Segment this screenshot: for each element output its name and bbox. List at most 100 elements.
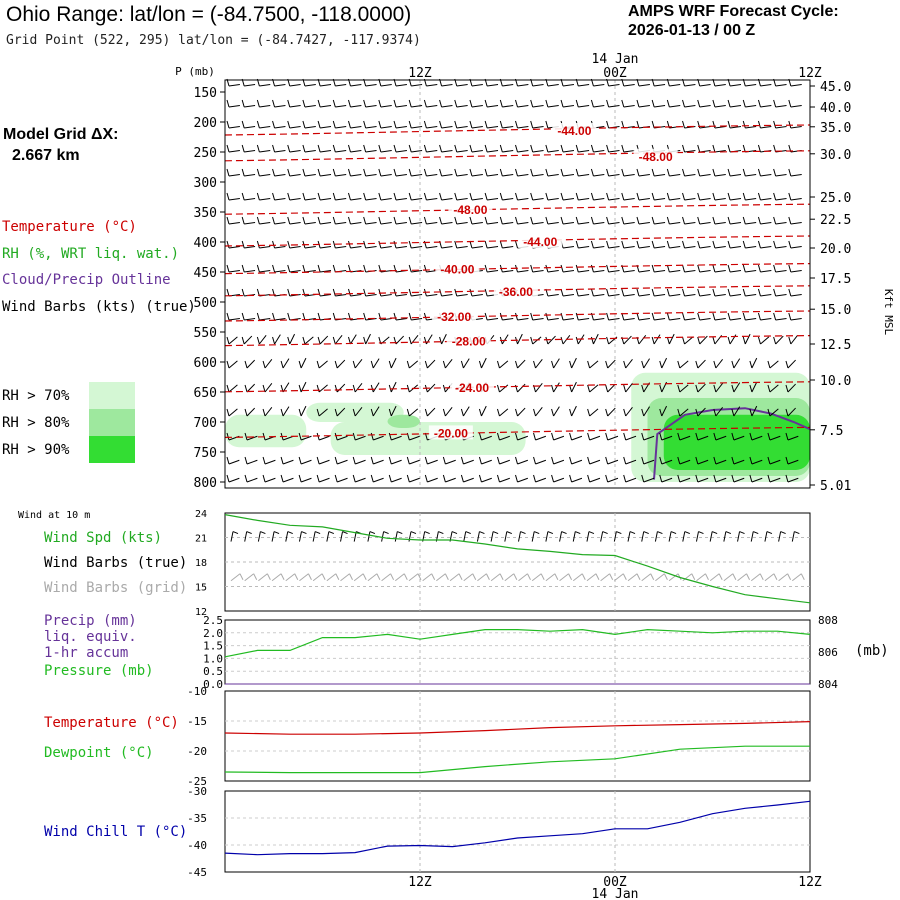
wind-barb-flag: [651, 264, 655, 273]
wind-barb-shaft: [745, 173, 757, 177]
wind-barb-shaft: [350, 221, 362, 225]
precip-tick-label: 1.0: [203, 652, 223, 665]
wind-barb-flag: [767, 408, 771, 417]
wind-barb-flag: [378, 120, 382, 129]
wind-barb-flag: [695, 432, 699, 441]
wind-barb-shaft: [775, 83, 787, 87]
kft-tick-label: 25.0: [820, 191, 851, 206]
wind-barb-shaft: [623, 245, 635, 249]
wind-barb-shaft: [441, 333, 447, 345]
wind-barb-shaft: [408, 408, 419, 417]
wind-barb-flag: [695, 408, 699, 417]
wind-barb-flag: [317, 99, 321, 108]
wind10m-barb-shaft: [778, 531, 782, 542]
wind-barb-flag: [332, 168, 336, 177]
wind-barb-flag: [682, 216, 686, 225]
wind-barb-flag: [408, 312, 412, 321]
wind-barb-shaft: [790, 125, 802, 129]
wind-barb-shaft: [289, 245, 301, 249]
wind-barb-flag: [606, 99, 610, 108]
wind-barb-shaft: [715, 477, 727, 483]
wind-barb-flag: [788, 264, 792, 273]
wind-barb-flag: [727, 336, 731, 345]
wind-barb-flag: [666, 216, 670, 225]
wind-barb-flag: [651, 288, 655, 297]
wind-barb-flag: [378, 216, 382, 225]
wind-barb-flag: [408, 120, 412, 129]
wind-barb-shaft: [608, 197, 620, 201]
kft-tick-label: 35.0: [820, 121, 851, 136]
wind-barb-shaft: [684, 149, 696, 153]
wind-barb-shaft: [714, 125, 726, 129]
cross-section-frame: [224, 79, 811, 489]
wind-barb-flag: [388, 456, 392, 465]
wind-barb-shaft: [502, 104, 514, 108]
wind-barb-flag: [393, 120, 397, 129]
wind10m-barb-flag: [506, 531, 512, 535]
wind10m-barb-flag: [588, 531, 595, 535]
wind-barb-flag: [272, 240, 276, 249]
wind-barb-shaft: [502, 83, 514, 87]
pressure-tick-label: 200: [194, 116, 217, 131]
wind-barb-shaft: [380, 149, 392, 153]
wind-barb-shaft: [391, 477, 402, 483]
wind-barb-shaft: [775, 335, 784, 345]
wind-barb-flag: [545, 216, 549, 225]
wind-barb-shaft: [502, 125, 514, 129]
wind10m-grid-barb-flag: [663, 573, 668, 581]
wind-barb-shaft: [638, 173, 650, 177]
wind-barb-flag: [545, 312, 549, 321]
wind-barb-shaft: [445, 477, 456, 483]
wind-barb-shaft: [426, 149, 438, 153]
wind-barb-shaft: [562, 197, 575, 201]
wind-barb-shaft: [547, 335, 556, 345]
wind-barb-shaft: [264, 477, 276, 483]
isotherm-line: [224, 381, 811, 393]
wind-barb-flag: [590, 288, 594, 297]
wind-barb-flag: [636, 99, 640, 108]
wind-barb-shaft: [578, 245, 590, 249]
wind-barb-shaft: [456, 221, 468, 225]
wind-barb-shaft: [517, 359, 526, 369]
wind-barb-shaft: [499, 435, 510, 441]
wind-barb-shaft: [608, 83, 620, 87]
wind-barb-flag: [347, 168, 351, 177]
wind-barb-shaft: [787, 435, 799, 441]
wind-barb-flag: [424, 456, 428, 465]
wind-barb-shaft: [751, 459, 763, 465]
wind-barb-shaft: [553, 406, 560, 417]
wind-barb-shaft: [608, 221, 620, 225]
wind-barb-shaft: [532, 125, 544, 129]
wind-barb-flag: [742, 99, 746, 108]
wind-barb-flag: [469, 144, 473, 153]
wind-barb-flag: [530, 264, 534, 273]
pressure-tick-label: 650: [194, 386, 217, 401]
wind-barbs-grid-label: Wind Barbs (grid): [44, 580, 187, 596]
wind-barb-shaft: [638, 269, 650, 273]
isotherm-label-bg: [552, 123, 597, 137]
wind-barb-flag: [460, 408, 464, 417]
wind-barb-shaft: [714, 149, 726, 153]
wind-barb-shaft: [643, 358, 650, 369]
wind-barb-flag: [317, 144, 321, 153]
wind-barb-shaft: [535, 383, 543, 393]
wind-barb-flag: [287, 264, 291, 273]
wind-barb-shaft: [654, 83, 666, 87]
wind-barb-shaft: [571, 477, 583, 483]
wind-barb-shaft: [274, 221, 286, 225]
wind-barb-flag: [575, 216, 579, 225]
wind-barb-shaft: [471, 293, 483, 297]
wind-barb-flag: [697, 144, 701, 153]
wind-barb-flag: [272, 216, 276, 225]
wind-barb-flag: [731, 456, 735, 465]
wind-barb-shaft: [481, 459, 492, 465]
wind-barb-shaft: [380, 317, 392, 321]
wind-barb-flag: [393, 99, 397, 108]
wind-barb-flag: [226, 360, 230, 369]
wind-barb-shaft: [775, 221, 787, 225]
wind-panel-title: Wind at 10 m: [18, 510, 90, 521]
rh-region-1: [306, 402, 404, 422]
wind-barb-shaft: [714, 173, 726, 177]
wind10m-barb-flag: [246, 531, 252, 535]
